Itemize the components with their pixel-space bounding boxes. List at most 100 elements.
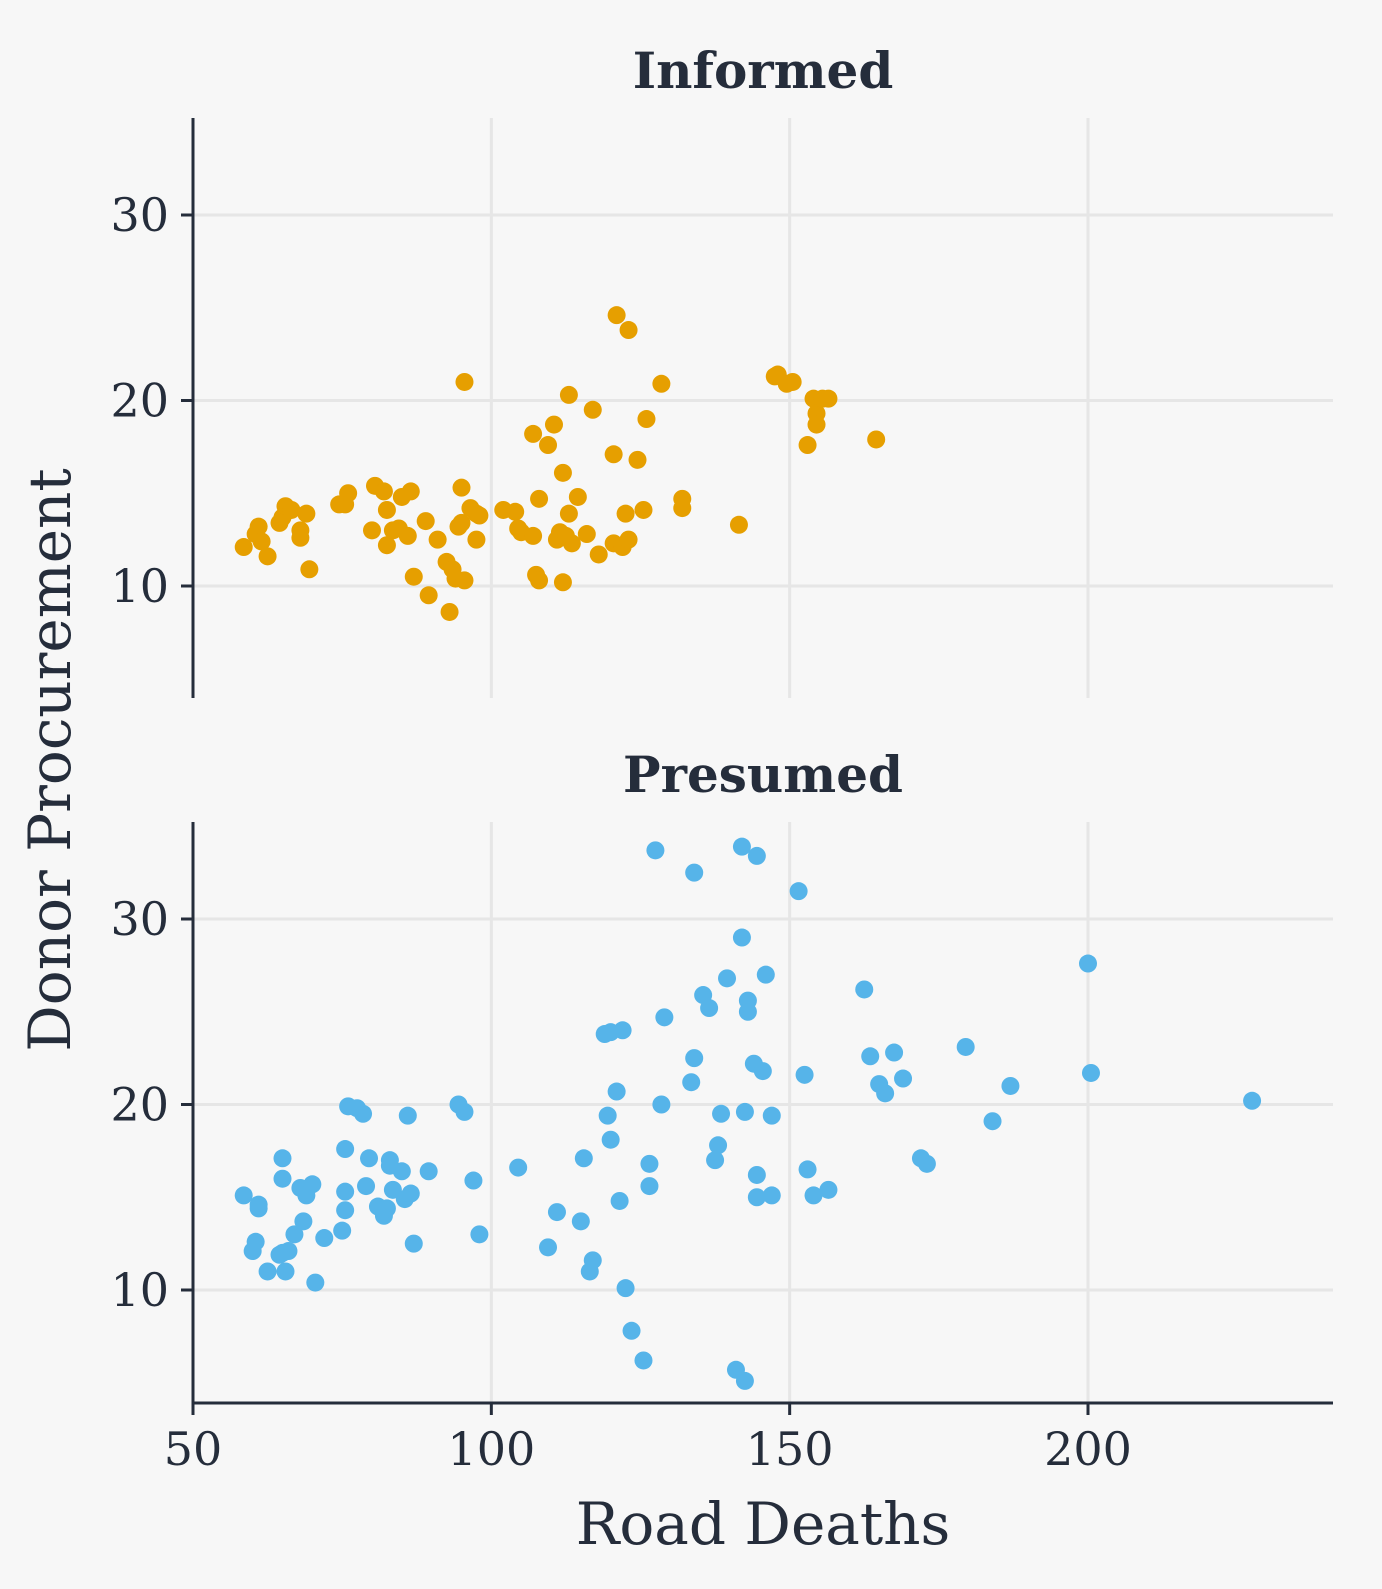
data-point [616,504,635,523]
data-point [333,1221,352,1240]
data-point [682,1073,701,1092]
y-tick-label: 30 [110,892,169,946]
data-point [894,1069,913,1088]
data-point [634,500,653,519]
data-point [712,1104,731,1123]
data-point [619,530,638,549]
data-point [455,372,474,391]
data-point [807,415,826,434]
y-tick-label: 20 [110,374,169,428]
data-point [252,532,271,551]
data-point [398,526,417,545]
data-point [419,586,438,605]
data-point [392,1162,411,1181]
data-point [553,463,572,482]
data-point [524,424,543,443]
data-point [917,1154,936,1173]
data-point [440,602,459,621]
data-point [377,1199,396,1218]
data-point [258,1262,277,1281]
data-point [604,445,623,464]
data-point [464,1171,483,1190]
data-point [315,1229,334,1248]
data-point [377,500,396,519]
x-tick-label: 150 [746,1422,834,1476]
data-point [756,965,775,984]
data-point [607,306,626,325]
data-point [524,526,543,545]
data-point [685,863,704,882]
panel-presumed: 10 20 30 Presumed 50 100 150 200 [110,745,1333,1476]
data-point [732,837,751,856]
data-point [762,1186,781,1205]
data-point [613,1021,632,1040]
data-point [559,385,578,404]
data-point [428,530,447,549]
data-point [276,1262,295,1281]
data-point [1081,1063,1100,1082]
data-point [249,517,268,536]
y-axis-label: Donor Procurement [16,468,84,1051]
data-point [273,1169,292,1188]
data-point [885,1043,904,1062]
data-point [294,1212,313,1231]
data-point [467,530,486,549]
data-point [470,506,489,525]
data-point [876,1084,895,1103]
data-point [1079,954,1097,973]
y-tick-label: 10 [110,1263,169,1317]
data-point [452,513,471,532]
data-point [544,415,563,434]
panel-title: Informed [633,41,894,100]
data-point [619,321,638,340]
data-point [762,1106,781,1125]
data-point [279,1242,298,1261]
panel-title: Presumed [623,745,903,804]
data-point [673,499,692,518]
y-tick-label: 10 [110,559,169,613]
data-point [380,1151,399,1170]
data-point [646,841,665,860]
data-point [729,515,748,534]
data-point [300,560,319,579]
data-point [798,436,817,455]
data-point [700,999,719,1018]
data-point [1243,1091,1262,1110]
data-point [568,487,587,506]
data-point [297,504,316,523]
data-point [336,1182,355,1201]
data-point [455,571,474,590]
data-point [732,928,751,947]
data-point [577,525,596,544]
data-point [285,1225,304,1244]
data-point [819,1180,838,1199]
data-point [374,482,393,501]
data-point [747,1188,766,1207]
data-point [360,1149,379,1168]
data-point [637,410,656,429]
data-point [303,1175,322,1194]
data-point [357,1177,376,1196]
panel-informed: 10 20 30 Informed [110,41,1333,698]
data-point [735,1371,754,1390]
x-tick-label: 200 [1044,1422,1132,1476]
data-point [709,1136,728,1155]
data-point [416,512,435,531]
data-point [610,1191,629,1210]
data-point [819,389,838,408]
data-point [282,500,301,519]
data-point [401,1184,420,1203]
data-point [607,1082,626,1101]
data-point [571,1212,590,1231]
data-point [753,1062,772,1081]
data-point [735,1102,754,1121]
data-point [738,991,757,1010]
data-point [401,482,420,501]
data-point [601,1130,620,1149]
data-point [530,489,549,508]
data-point [804,1186,823,1205]
data-point [249,1195,268,1214]
data-point [583,400,602,419]
